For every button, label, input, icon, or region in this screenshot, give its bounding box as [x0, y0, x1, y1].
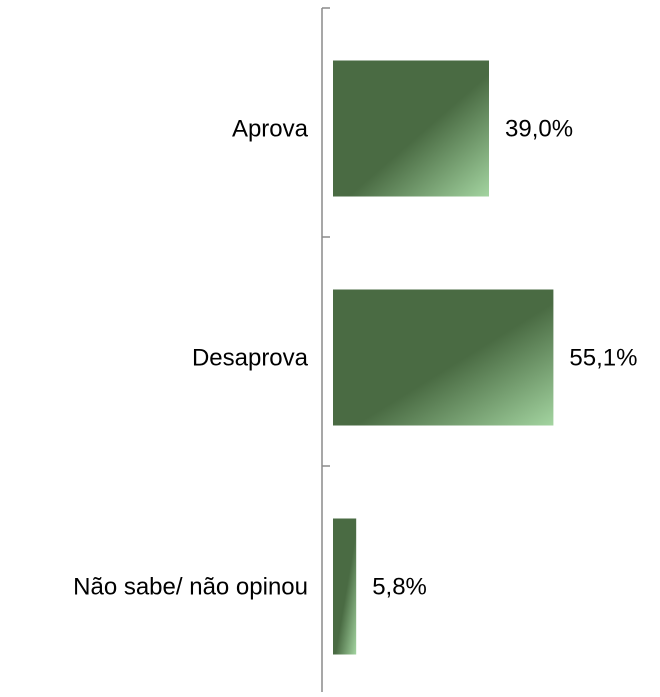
category-label-aprova: Aprova: [232, 116, 309, 143]
axis-layer: [321, 7, 330, 692]
category-label-desaprova: Desaprova: [192, 345, 309, 372]
value-label-nao-sabe-nao-opinou: 5,8%: [372, 574, 427, 601]
category-label-nao-sabe-nao-opinou: Não sabe/ não opinou: [73, 574, 308, 601]
bar-desaprova: [333, 289, 554, 426]
value-label-aprova: 39,0%: [505, 116, 573, 143]
bar-aprova: [333, 60, 489, 197]
bar-nao-sabe-nao-opinou: [333, 518, 357, 655]
labels-layer: Aprova 39,0% Desaprova 55,1% Não sabe/ não o…: [73, 116, 637, 601]
value-label-desaprova: 55,1%: [569, 345, 637, 372]
bars-layer: [333, 60, 554, 655]
